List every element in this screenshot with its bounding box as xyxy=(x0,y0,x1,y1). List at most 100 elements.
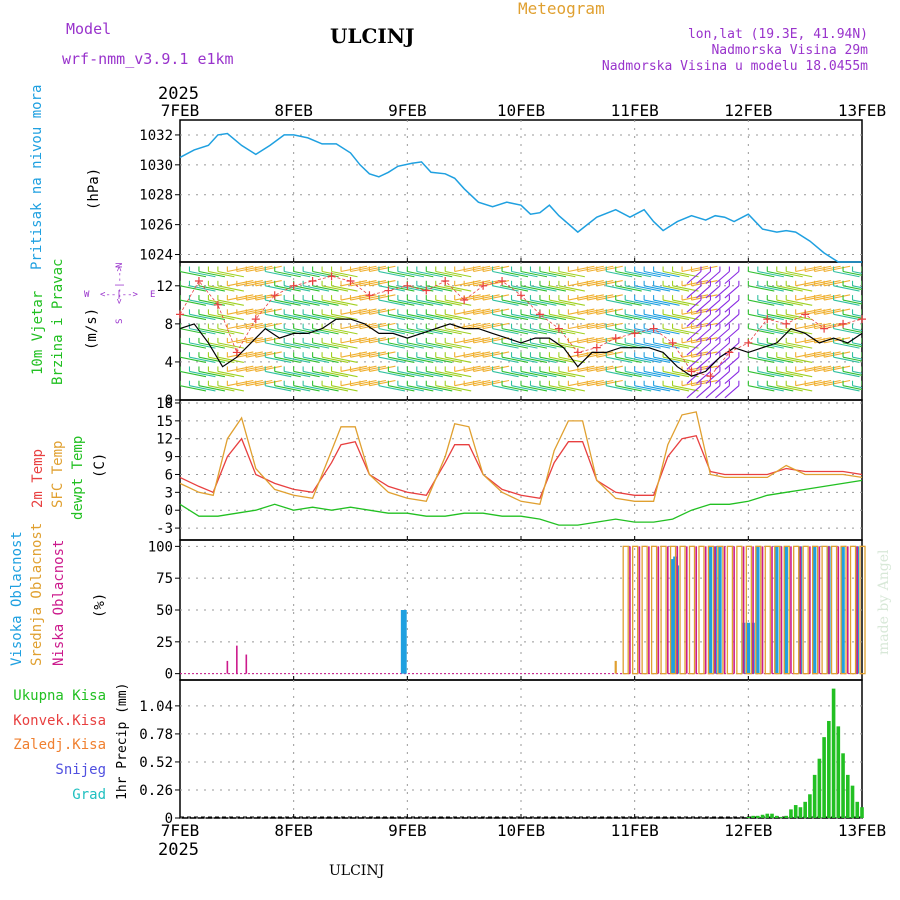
low-cloud-bar xyxy=(799,546,802,674)
precip-ytick-label: 0.26 xyxy=(139,783,173,799)
year-top: 2025 xyxy=(158,84,199,104)
wind-barb xyxy=(303,342,330,349)
credit-label: made by Angel xyxy=(876,549,892,655)
wind-barb xyxy=(672,299,699,306)
wind-barb xyxy=(653,299,680,306)
wind-barb xyxy=(681,294,709,301)
wind-barb xyxy=(321,328,349,335)
wind-barb xyxy=(255,337,282,344)
low-cloud-bar xyxy=(733,546,735,674)
wind-gust-marker xyxy=(479,281,488,290)
wind-barb xyxy=(644,270,671,278)
wind-barb xyxy=(445,370,472,378)
wind-gust-marker xyxy=(251,315,260,324)
wind-gust-marker xyxy=(346,277,355,286)
wind-gust-marker xyxy=(668,338,677,347)
mid-cloud-bar xyxy=(632,545,639,675)
wind-barb xyxy=(606,370,633,378)
wind-barb xyxy=(705,385,721,399)
wind-barb xyxy=(321,342,349,349)
high-cloud-bar xyxy=(670,559,675,674)
compass-n: N xyxy=(115,263,125,268)
precip-legend-grad: Grad xyxy=(72,787,106,803)
wind-barb xyxy=(644,313,671,321)
clouds-frame xyxy=(179,539,863,681)
wind-barb xyxy=(615,370,642,378)
wind-barb xyxy=(757,385,784,392)
mid-cloud-bar xyxy=(688,545,696,675)
temperature-ytick-label: 3 xyxy=(165,485,173,501)
wind-barb xyxy=(539,299,567,306)
wind-barb xyxy=(568,337,595,344)
wind-barb xyxy=(833,328,860,335)
wind-barb xyxy=(350,265,377,273)
wind-gust-marker xyxy=(365,291,374,300)
wind-barb xyxy=(520,356,548,363)
wind-barb xyxy=(378,356,405,363)
wind-barb xyxy=(615,385,642,392)
wind-barb xyxy=(501,270,529,278)
wind-barb xyxy=(445,328,472,335)
wind-barb xyxy=(606,313,633,321)
wind-barb xyxy=(359,322,387,330)
wind-barb xyxy=(606,285,633,292)
wind-barb xyxy=(198,270,226,278)
low-cloud-bar xyxy=(742,546,745,674)
wind-barb xyxy=(539,385,567,392)
wind-barb xyxy=(776,385,803,392)
wind-barb xyxy=(748,270,775,278)
wind-barb xyxy=(255,265,282,273)
wind-barb xyxy=(255,379,282,387)
low-cloud-bar xyxy=(780,546,783,674)
wind-gust-marker xyxy=(289,281,298,290)
wind-barb xyxy=(530,328,557,335)
wind-barb xyxy=(435,313,462,321)
wind-barb xyxy=(454,365,481,372)
wind-barb xyxy=(416,299,443,306)
wind-barb xyxy=(501,342,529,349)
wind-barb xyxy=(842,356,862,362)
high-cloud-bar xyxy=(784,546,788,674)
wind-barb xyxy=(445,313,472,321)
wind-barb xyxy=(265,285,292,292)
wind-barb xyxy=(795,322,822,330)
wind-barb xyxy=(795,337,822,344)
wind-barb xyxy=(681,265,709,273)
wind-barb xyxy=(520,270,548,278)
wind-barb xyxy=(388,385,415,392)
wind-barb xyxy=(464,308,491,315)
wind-barb xyxy=(445,299,472,306)
mid-cloud-bar xyxy=(736,545,743,675)
wind-barb xyxy=(407,356,434,363)
pressure-ytick-label: 1024 xyxy=(139,248,173,264)
wind-barb xyxy=(634,328,661,335)
wind-barb xyxy=(340,337,368,344)
wind-barb xyxy=(795,365,822,372)
wind-barb xyxy=(312,328,339,335)
wind-barb xyxy=(539,285,567,292)
wind-barb xyxy=(369,308,396,315)
time-label-bottom: 9FEB xyxy=(388,821,427,840)
wind-barb xyxy=(293,270,320,278)
temp-dewpt-label: dewpt Temp xyxy=(70,436,86,520)
wind-barb xyxy=(715,285,730,299)
elevation-label: Nadmorska Visina 29m xyxy=(711,43,868,58)
wind-barb xyxy=(331,356,358,363)
wind-barb xyxy=(426,313,453,321)
wind-barb xyxy=(369,337,396,344)
low-cloud-bar xyxy=(790,546,792,674)
wind-barb xyxy=(321,356,349,363)
wind-barb xyxy=(407,270,434,278)
wind-barb xyxy=(274,370,301,378)
wind-barb xyxy=(483,351,510,358)
wind-barb xyxy=(824,337,851,344)
wind-barb xyxy=(331,342,358,349)
wind-barb xyxy=(435,299,462,306)
precip-bar xyxy=(831,688,836,818)
wind-barb xyxy=(359,308,387,315)
wind-barb xyxy=(473,337,500,344)
wind-barb xyxy=(303,299,330,306)
wind-barb xyxy=(426,385,453,392)
wind-barb xyxy=(416,356,443,363)
wind-barb xyxy=(407,370,434,378)
